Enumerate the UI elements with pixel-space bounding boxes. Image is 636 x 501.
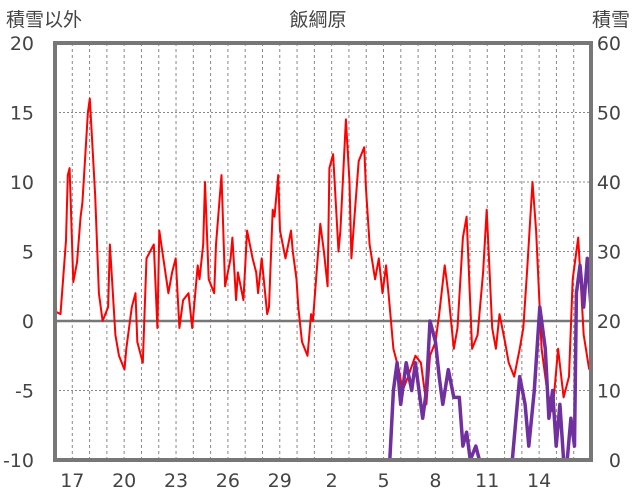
right-y-tick-label: 0: [609, 450, 621, 472]
x-tick-label: 5: [377, 470, 389, 492]
x-tick-label: 2: [326, 470, 338, 492]
chart-title: 飯綱原: [289, 9, 346, 31]
x-tick-label: 11: [475, 470, 499, 492]
right-y-tick-label: 60: [597, 33, 621, 55]
plot-frame: [53, 41, 593, 462]
left-y-tick-label: -10: [3, 450, 34, 472]
left-axis-label: 積雪以外: [6, 9, 82, 31]
x-tick-label: 26: [216, 470, 240, 492]
left-y-tick-label: 15: [10, 103, 34, 125]
x-tick-label: 14: [527, 470, 551, 492]
x-tick-label: 23: [164, 470, 188, 492]
plot-area: [53, 41, 593, 462]
right-axis-label: 積雪: [592, 9, 630, 31]
right-y-tick-label: 40: [597, 172, 621, 194]
series-line-temperature: [54, 97, 591, 413]
left-y-tick-label: 20: [10, 33, 34, 55]
x-tick-label: 8: [429, 470, 441, 492]
right-y-tick-label: 10: [597, 381, 621, 403]
series-line-snow-depth: [55, 256, 593, 462]
left-y-tick-label: 5: [22, 242, 34, 264]
x-tick-label: 17: [60, 470, 84, 492]
left-y-tick-label: 0: [22, 311, 34, 333]
x-tick-label: 29: [268, 470, 292, 492]
x-tick-label: 20: [112, 470, 136, 492]
left-y-tick-label: 10: [10, 172, 34, 194]
right-y-tick-label: 30: [597, 242, 621, 264]
right-y-tick-label: 20: [597, 311, 621, 333]
left-y-tick-label: -5: [15, 381, 34, 403]
right-y-tick-label: 50: [597, 103, 621, 125]
